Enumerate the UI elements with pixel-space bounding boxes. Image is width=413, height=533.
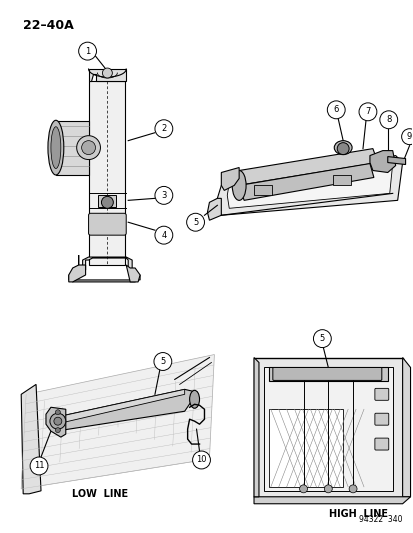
- Polygon shape: [88, 69, 126, 81]
- Ellipse shape: [51, 411, 61, 433]
- Circle shape: [358, 103, 376, 121]
- Circle shape: [81, 141, 95, 155]
- Polygon shape: [254, 358, 402, 497]
- Polygon shape: [227, 158, 392, 208]
- Polygon shape: [239, 149, 377, 184]
- Text: 5: 5: [319, 334, 324, 343]
- Circle shape: [401, 129, 413, 144]
- Ellipse shape: [333, 141, 351, 155]
- Circle shape: [30, 457, 48, 475]
- FancyBboxPatch shape: [374, 389, 388, 400]
- Ellipse shape: [232, 171, 245, 200]
- Text: 2: 2: [161, 124, 166, 133]
- Polygon shape: [387, 157, 405, 165]
- Polygon shape: [207, 198, 221, 220]
- Circle shape: [154, 352, 171, 370]
- Bar: [254, 185, 271, 196]
- Circle shape: [192, 451, 210, 469]
- Circle shape: [154, 226, 172, 244]
- FancyBboxPatch shape: [88, 213, 126, 235]
- FancyBboxPatch shape: [374, 438, 388, 450]
- Text: 10: 10: [196, 456, 206, 464]
- Polygon shape: [402, 358, 410, 497]
- Bar: [332, 175, 350, 185]
- Text: 5: 5: [160, 357, 165, 366]
- Circle shape: [55, 427, 60, 433]
- Polygon shape: [21, 354, 214, 489]
- Text: 3: 3: [161, 191, 166, 200]
- Polygon shape: [126, 265, 140, 282]
- FancyBboxPatch shape: [272, 367, 381, 381]
- Circle shape: [102, 68, 112, 78]
- Polygon shape: [69, 275, 140, 282]
- Text: 94322  340: 94322 340: [358, 515, 402, 523]
- Polygon shape: [239, 164, 373, 200]
- Bar: [98, 196, 116, 207]
- Text: 4: 4: [161, 231, 166, 240]
- FancyBboxPatch shape: [374, 413, 388, 425]
- Polygon shape: [56, 389, 197, 431]
- Text: 11: 11: [34, 462, 44, 471]
- Circle shape: [299, 485, 307, 493]
- Circle shape: [50, 413, 66, 429]
- Circle shape: [379, 111, 397, 129]
- Polygon shape: [56, 389, 184, 424]
- Circle shape: [101, 196, 113, 208]
- Circle shape: [186, 213, 204, 231]
- Polygon shape: [78, 255, 132, 270]
- Polygon shape: [88, 81, 125, 265]
- Text: 8: 8: [385, 115, 391, 124]
- Text: 22–40A: 22–40A: [23, 19, 74, 33]
- Text: 9: 9: [406, 132, 411, 141]
- Polygon shape: [46, 407, 66, 437]
- Circle shape: [348, 485, 356, 493]
- Circle shape: [327, 101, 344, 119]
- Circle shape: [313, 330, 330, 348]
- Text: 1: 1: [85, 46, 90, 55]
- Polygon shape: [369, 151, 395, 173]
- Circle shape: [76, 136, 100, 159]
- Polygon shape: [56, 121, 88, 175]
- Circle shape: [54, 417, 62, 425]
- Text: 6: 6: [333, 106, 338, 114]
- Text: 7: 7: [364, 107, 370, 116]
- Circle shape: [78, 42, 96, 60]
- Polygon shape: [217, 156, 402, 215]
- Polygon shape: [254, 497, 410, 504]
- Text: 5: 5: [192, 218, 198, 227]
- Polygon shape: [21, 384, 41, 494]
- Polygon shape: [221, 167, 239, 190]
- Circle shape: [154, 120, 172, 138]
- Polygon shape: [268, 367, 387, 382]
- Text: HIGH  LINE: HIGH LINE: [328, 508, 387, 519]
- Circle shape: [323, 485, 332, 493]
- Circle shape: [55, 410, 60, 415]
- Polygon shape: [254, 358, 259, 497]
- Ellipse shape: [48, 120, 64, 175]
- Polygon shape: [69, 265, 85, 282]
- Text: LOW  LINE: LOW LINE: [72, 489, 128, 499]
- Polygon shape: [263, 367, 392, 491]
- Ellipse shape: [189, 390, 199, 408]
- Ellipse shape: [51, 127, 61, 168]
- Circle shape: [154, 187, 172, 204]
- Circle shape: [337, 143, 348, 155]
- Polygon shape: [268, 409, 342, 487]
